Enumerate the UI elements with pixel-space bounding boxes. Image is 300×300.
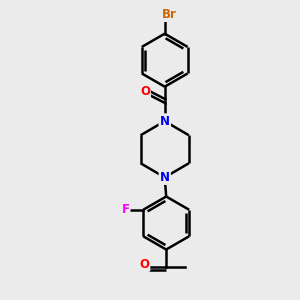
Text: Br: Br: [162, 8, 177, 21]
Text: O: O: [140, 85, 150, 98]
Text: N: N: [160, 171, 170, 184]
Text: N: N: [160, 115, 170, 128]
Text: F: F: [122, 203, 130, 216]
Text: N: N: [160, 171, 170, 184]
Text: N: N: [160, 115, 170, 128]
Text: N: N: [160, 115, 170, 128]
Text: O: O: [140, 258, 149, 271]
